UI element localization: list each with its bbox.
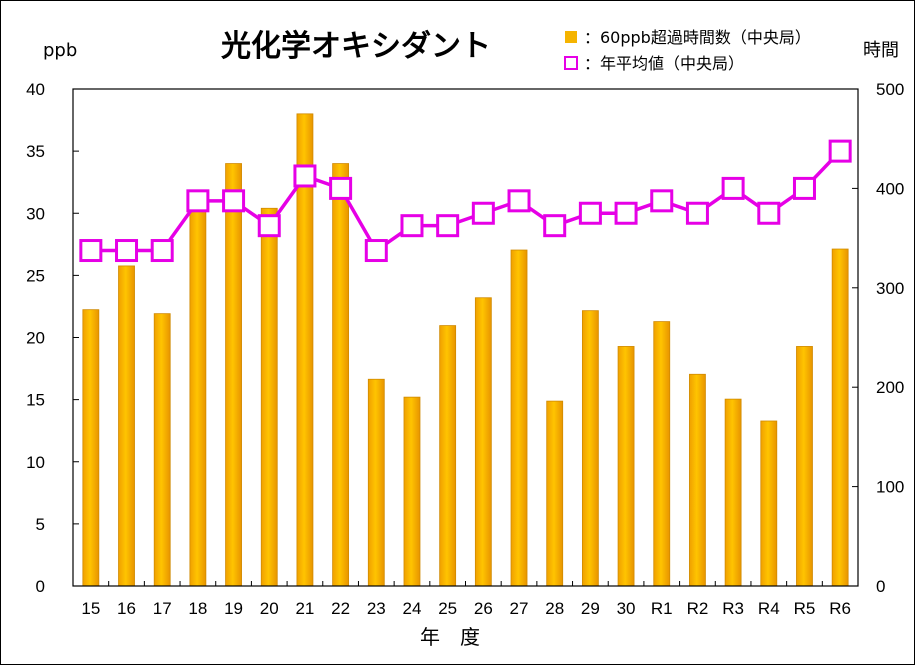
x-tick-label: 29 [581,599,600,618]
bar [653,321,671,587]
bar [189,204,207,587]
bar [225,163,242,587]
x-tick-label: 25 [438,599,457,618]
left-tick-label: 5 [36,515,45,534]
right-tick-label: 400 [876,179,904,198]
average-marker [543,214,567,238]
right-tick-label: 0 [876,577,885,596]
average-marker [400,214,424,238]
x-tick-label: 19 [224,599,243,618]
bar [403,396,421,587]
left-tick-label: 40 [26,80,45,99]
x-tick-label: 21 [295,599,314,618]
x-tick-label: 20 [260,599,279,618]
x-tick-label: 15 [81,599,100,618]
right-tick-label: 500 [876,80,904,99]
x-tick-label: 23 [367,599,386,618]
x-axis-label: 年 度 [420,625,480,649]
bar [760,420,778,587]
average-marker [79,239,103,263]
average-marker [186,189,210,213]
legend-bar-swatch [565,31,577,43]
x-tick-label: 17 [153,599,172,618]
average-marker [293,164,317,188]
x-tick-label: R3 [722,599,744,618]
right-tick-label: 300 [876,279,904,298]
bar [367,378,385,587]
average-marker [436,214,460,238]
average-marker [115,239,139,263]
chart-title: 光化学オキシダント [221,29,491,64]
average-marker [471,201,495,225]
x-tick-label: 24 [403,599,422,618]
bar [118,265,135,587]
average-marker [150,239,174,263]
average-marker [507,189,531,213]
left-axis-unit: ppb [43,40,77,61]
x-tick-label: 18 [188,599,207,618]
right-axis-unit: 時間 [863,40,899,61]
bar [689,373,706,587]
average-line [90,149,842,254]
left-tick-label: 35 [26,142,45,161]
average-marker [222,189,246,213]
average-marker [685,201,709,225]
x-tick-label: 30 [617,599,636,618]
legend-line-label: ：年平均値（中央局） [584,54,744,73]
average-marker [757,201,781,225]
x-tick-label: R2 [687,599,709,618]
average-marker [364,239,388,263]
x-tick-label: R4 [758,599,780,618]
bar [724,398,742,587]
average-marker [329,176,353,200]
bar [439,325,457,587]
average-marker [614,201,638,225]
bar [617,346,635,587]
right-tick-label: 200 [876,378,904,397]
x-tick-label: 26 [474,599,493,618]
x-tick-label: 28 [545,599,564,618]
average-marker [578,201,602,225]
x-tick-label: R6 [829,599,851,618]
average-marker [257,214,281,238]
x-tick-label: 16 [117,599,136,618]
average-marker [721,176,745,200]
x-tick-label: R5 [794,599,816,618]
bar [82,309,100,587]
average-marker [650,189,674,213]
left-tick-label: 20 [26,329,45,348]
left-tick-label: 15 [26,391,45,410]
bar [153,313,171,587]
left-tick-label: 25 [26,266,45,285]
bar [510,249,528,587]
x-tick-label: R1 [651,599,673,618]
bar [332,163,350,587]
legend-line-swatch [564,56,578,70]
x-tick-label: 22 [331,599,350,618]
average-marker [792,176,816,200]
left-tick-label: 30 [26,204,45,223]
bar [831,248,849,587]
bar [546,400,564,587]
left-tick-label: 0 [36,577,45,596]
bar [796,346,813,587]
average-marker [828,139,852,163]
bar [474,297,492,587]
bar [260,207,278,587]
x-tick-label: 27 [510,599,529,618]
left-tick-label: 10 [26,453,45,472]
bar [581,310,599,587]
legend-bar-label: ：60ppb超過時間数（中央局） [584,28,811,47]
right-tick-label: 100 [876,478,904,497]
